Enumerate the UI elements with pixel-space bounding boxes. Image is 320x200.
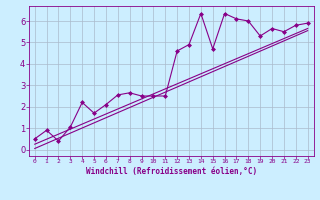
X-axis label: Windchill (Refroidissement éolien,°C): Windchill (Refroidissement éolien,°C) <box>86 167 257 176</box>
